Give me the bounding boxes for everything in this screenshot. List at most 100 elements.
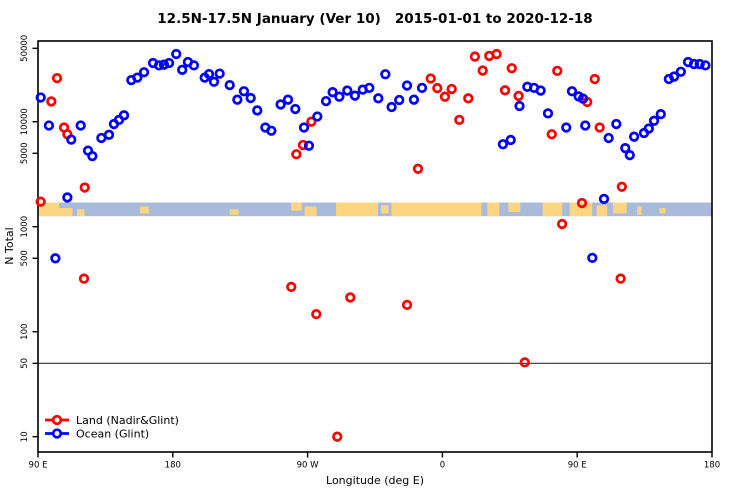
x-axis: 90 E 180 90 W 0 90 E 180 — [29, 452, 720, 471]
data-point — [153, 60, 165, 71]
x-tick-label: 180 — [165, 461, 181, 471]
legend: Land (Nadir&Glint)Ocean (Glint) — [45, 414, 179, 441]
data-point — [79, 182, 90, 193]
data-point — [303, 140, 315, 151]
data-point — [513, 90, 524, 102]
data-point — [577, 93, 589, 104]
data-point — [286, 281, 297, 293]
data-point — [700, 60, 711, 71]
map-strip-land — [659, 207, 666, 214]
data-point — [342, 85, 353, 96]
data-point — [556, 218, 568, 230]
map-strip-land — [139, 206, 149, 214]
data-point — [648, 115, 660, 126]
data-point — [499, 85, 511, 96]
data-point — [668, 71, 680, 82]
data-point — [50, 253, 61, 264]
y-tick-label: 50000 — [20, 35, 30, 62]
map-strip-land — [637, 206, 642, 215]
x-tick-label: 90 E — [29, 461, 48, 471]
data-point — [587, 252, 598, 264]
x-axis-title: Longitude (deg E) — [326, 474, 424, 487]
data-point — [628, 131, 640, 142]
data-point — [446, 83, 457, 95]
data-point — [643, 123, 654, 134]
data-point — [364, 82, 375, 94]
data-point — [62, 192, 73, 203]
data-point — [615, 273, 626, 284]
data-point — [386, 101, 397, 113]
x-tick-label: 0 — [440, 461, 445, 471]
data-point — [311, 308, 322, 320]
y-tick-label: 500 — [20, 250, 30, 266]
data-point — [401, 80, 413, 91]
y-tick-label: 100 — [20, 324, 30, 340]
data-point — [75, 120, 86, 131]
data-point — [469, 51, 481, 62]
data-point — [275, 99, 286, 110]
data-point — [425, 73, 436, 84]
data-point — [432, 82, 443, 94]
data-point — [416, 82, 428, 94]
data-point — [561, 122, 572, 133]
data-point — [505, 134, 516, 146]
x-tick-label: 180 — [704, 461, 720, 471]
legend-label: Land (Nadir&Glint) — [76, 414, 179, 427]
data-point — [306, 116, 317, 127]
map-strip-land — [508, 202, 521, 213]
data-point — [497, 139, 509, 150]
data-point — [535, 85, 546, 96]
data-point — [87, 150, 98, 162]
data-point — [132, 72, 143, 83]
y-axis: 10 50 100 500 1000 5000 10000 50000 — [20, 35, 38, 442]
data-point — [35, 196, 46, 207]
data-point — [598, 193, 610, 205]
data-point — [408, 94, 420, 105]
data-point — [327, 87, 338, 98]
data-point — [624, 150, 635, 161]
data-point — [594, 122, 605, 133]
legend-label: Ocean (Glint) — [76, 428, 149, 441]
data-point — [66, 134, 77, 145]
data-point — [332, 431, 343, 442]
data-point — [334, 91, 345, 102]
data-point — [290, 103, 301, 115]
data-point — [46, 96, 57, 107]
data-point — [552, 65, 563, 76]
legend-marker — [51, 428, 63, 439]
data-point — [566, 86, 578, 97]
map-strip-land — [336, 202, 378, 217]
data-point — [439, 91, 451, 102]
data-point — [394, 94, 405, 106]
map-strip-land — [76, 209, 85, 217]
data-point — [238, 86, 250, 97]
data-point — [158, 59, 170, 70]
data-point — [616, 181, 627, 192]
map-strip-land — [596, 205, 608, 217]
data-point — [163, 57, 175, 69]
y-tick-label: 50 — [20, 358, 30, 369]
data-point — [401, 299, 413, 311]
data-point — [282, 94, 294, 105]
data-points-ocean — [35, 48, 711, 264]
map-strip-land — [291, 202, 302, 211]
data-points-land — [35, 48, 627, 442]
data-point — [542, 108, 554, 119]
chart-title: 12.5N-17.5N January (Ver 10) 2015-01-01 … — [157, 11, 592, 27]
y-tick-label: 10 — [20, 431, 30, 442]
data-point — [491, 48, 502, 60]
plot-box — [37, 40, 713, 453]
data-point — [611, 118, 622, 130]
data-point — [118, 110, 130, 121]
data-point — [214, 68, 225, 79]
x-tick-label: 90 W — [297, 461, 320, 471]
data-point — [345, 292, 356, 303]
data-point — [252, 105, 263, 116]
data-point — [266, 125, 277, 136]
data-point — [519, 357, 530, 368]
map-strip-land — [613, 202, 627, 214]
data-point — [203, 68, 215, 80]
data-point — [589, 73, 600, 85]
y-tick-label: 5000 — [20, 142, 30, 164]
